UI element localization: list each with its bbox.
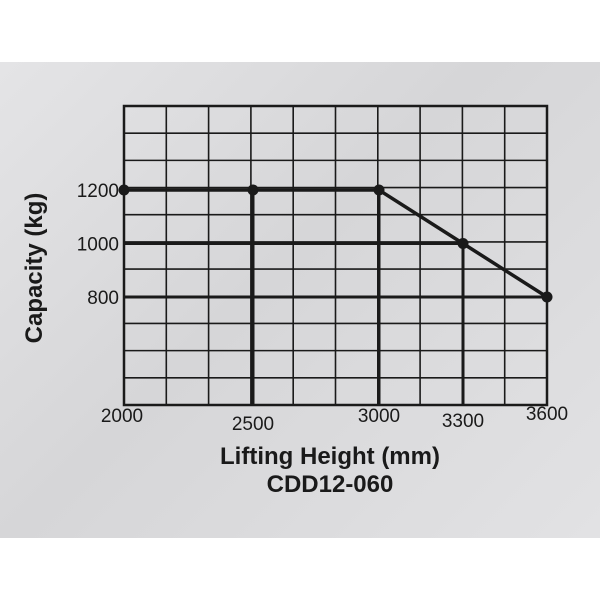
data-point xyxy=(457,238,469,249)
plot-frame xyxy=(122,104,549,407)
y-tick-label: 1200 xyxy=(77,181,119,202)
model-subtitle: CDD12-060 xyxy=(267,471,394,498)
y-tick-label: 800 xyxy=(87,288,119,309)
x-tick-label: 3000 xyxy=(358,406,400,427)
x-tick-label: 3300 xyxy=(442,411,484,432)
x-axis-label: Lifting Height (mm) xyxy=(220,443,440,470)
y-tick-labels: 1200 1000 800 xyxy=(77,181,119,309)
data-point xyxy=(118,184,130,196)
data-point xyxy=(373,184,385,196)
x-tick-label: 3600 xyxy=(526,404,568,425)
y-tick-label: 1000 xyxy=(77,235,119,256)
marks xyxy=(118,184,553,405)
x-tick-label: 2500 xyxy=(232,414,274,435)
y-axis-label: Capacity (kg) xyxy=(21,193,48,344)
grid xyxy=(122,104,549,407)
x-tick-label: 2000 xyxy=(101,406,143,427)
capacity-plate xyxy=(0,62,600,538)
data-point xyxy=(541,291,553,303)
data-point xyxy=(247,184,259,196)
x-tick-labels: 2000 2500 3000 3300 3600 xyxy=(101,404,568,435)
